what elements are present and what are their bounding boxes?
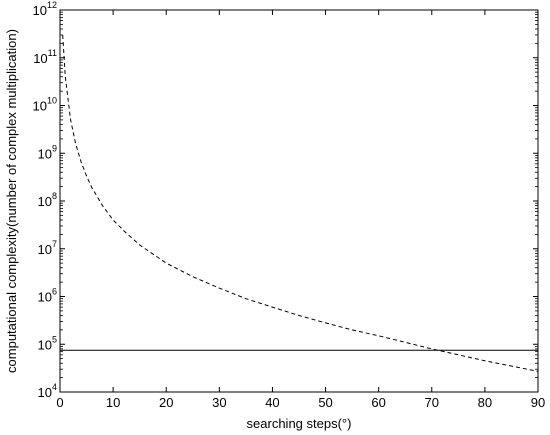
x-tick-label: 10	[106, 395, 120, 410]
y-tick-label: 1011	[33, 48, 57, 66]
plot-area	[59, 9, 539, 393]
axis-ticks	[59, 9, 539, 393]
x-tick-label: 20	[159, 395, 173, 410]
x-axis-title: searching steps(°)	[247, 416, 352, 431]
x-tick-label: 80	[478, 395, 492, 410]
y-tick-label: 105	[38, 334, 57, 352]
x-tick-label: 30	[212, 395, 226, 410]
series-line-dashed	[62, 34, 539, 372]
y-tick-label: 1012	[33, 0, 57, 18]
x-tick-label: 60	[371, 395, 385, 410]
y-tick-label: 109	[38, 143, 57, 161]
y-tick-label: 107	[38, 239, 57, 257]
y-tick-label: 106	[38, 287, 57, 305]
series-group	[60, 34, 539, 372]
x-tick-label: 40	[265, 395, 279, 410]
y-tick-label: 108	[38, 191, 57, 209]
y-tick-label: 104	[38, 382, 57, 400]
tick-labels: 0 10 20 30 40 50 60 70 80 90 104 105 106 107 108 109 101…	[33, 0, 546, 410]
x-tick-label: 0	[56, 395, 63, 410]
y-axis-title: computational complexity(number of compl…	[4, 29, 19, 373]
x-tick-label: 50	[318, 395, 332, 410]
x-tick-label: 90	[531, 395, 545, 410]
y-tick-label: 1010	[33, 96, 57, 114]
x-tick-label: 70	[425, 395, 439, 410]
